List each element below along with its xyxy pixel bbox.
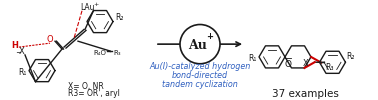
Text: R₄O: R₄O: [93, 50, 106, 56]
Text: bond-directed: bond-directed: [172, 71, 228, 80]
Text: R₂: R₂: [347, 52, 355, 61]
Text: +: +: [93, 2, 98, 7]
Text: R₁: R₁: [19, 68, 27, 77]
Text: Au(I)-catalyzed hydrogen: Au(I)-catalyzed hydrogen: [149, 62, 251, 71]
Text: 37 examples: 37 examples: [271, 89, 338, 99]
Text: R₂: R₂: [115, 13, 124, 22]
Text: +: +: [206, 32, 214, 41]
Text: R3= OR', aryl: R3= OR', aryl: [68, 89, 120, 98]
Text: R₃: R₃: [113, 50, 121, 56]
Text: X: X: [303, 58, 308, 68]
Text: X: X: [19, 48, 25, 56]
Text: ─: ─: [16, 50, 20, 56]
Text: O: O: [285, 60, 292, 69]
Text: Au: Au: [189, 39, 208, 52]
Circle shape: [180, 24, 220, 64]
Text: R₃: R₃: [325, 63, 334, 72]
Text: LAu: LAu: [80, 3, 94, 12]
Text: O: O: [46, 35, 53, 44]
Text: H: H: [11, 41, 18, 50]
Text: R₁: R₁: [249, 54, 257, 63]
Text: X= O, NR: X= O, NR: [68, 82, 104, 91]
Text: tandem cyclization: tandem cyclization: [162, 80, 238, 89]
